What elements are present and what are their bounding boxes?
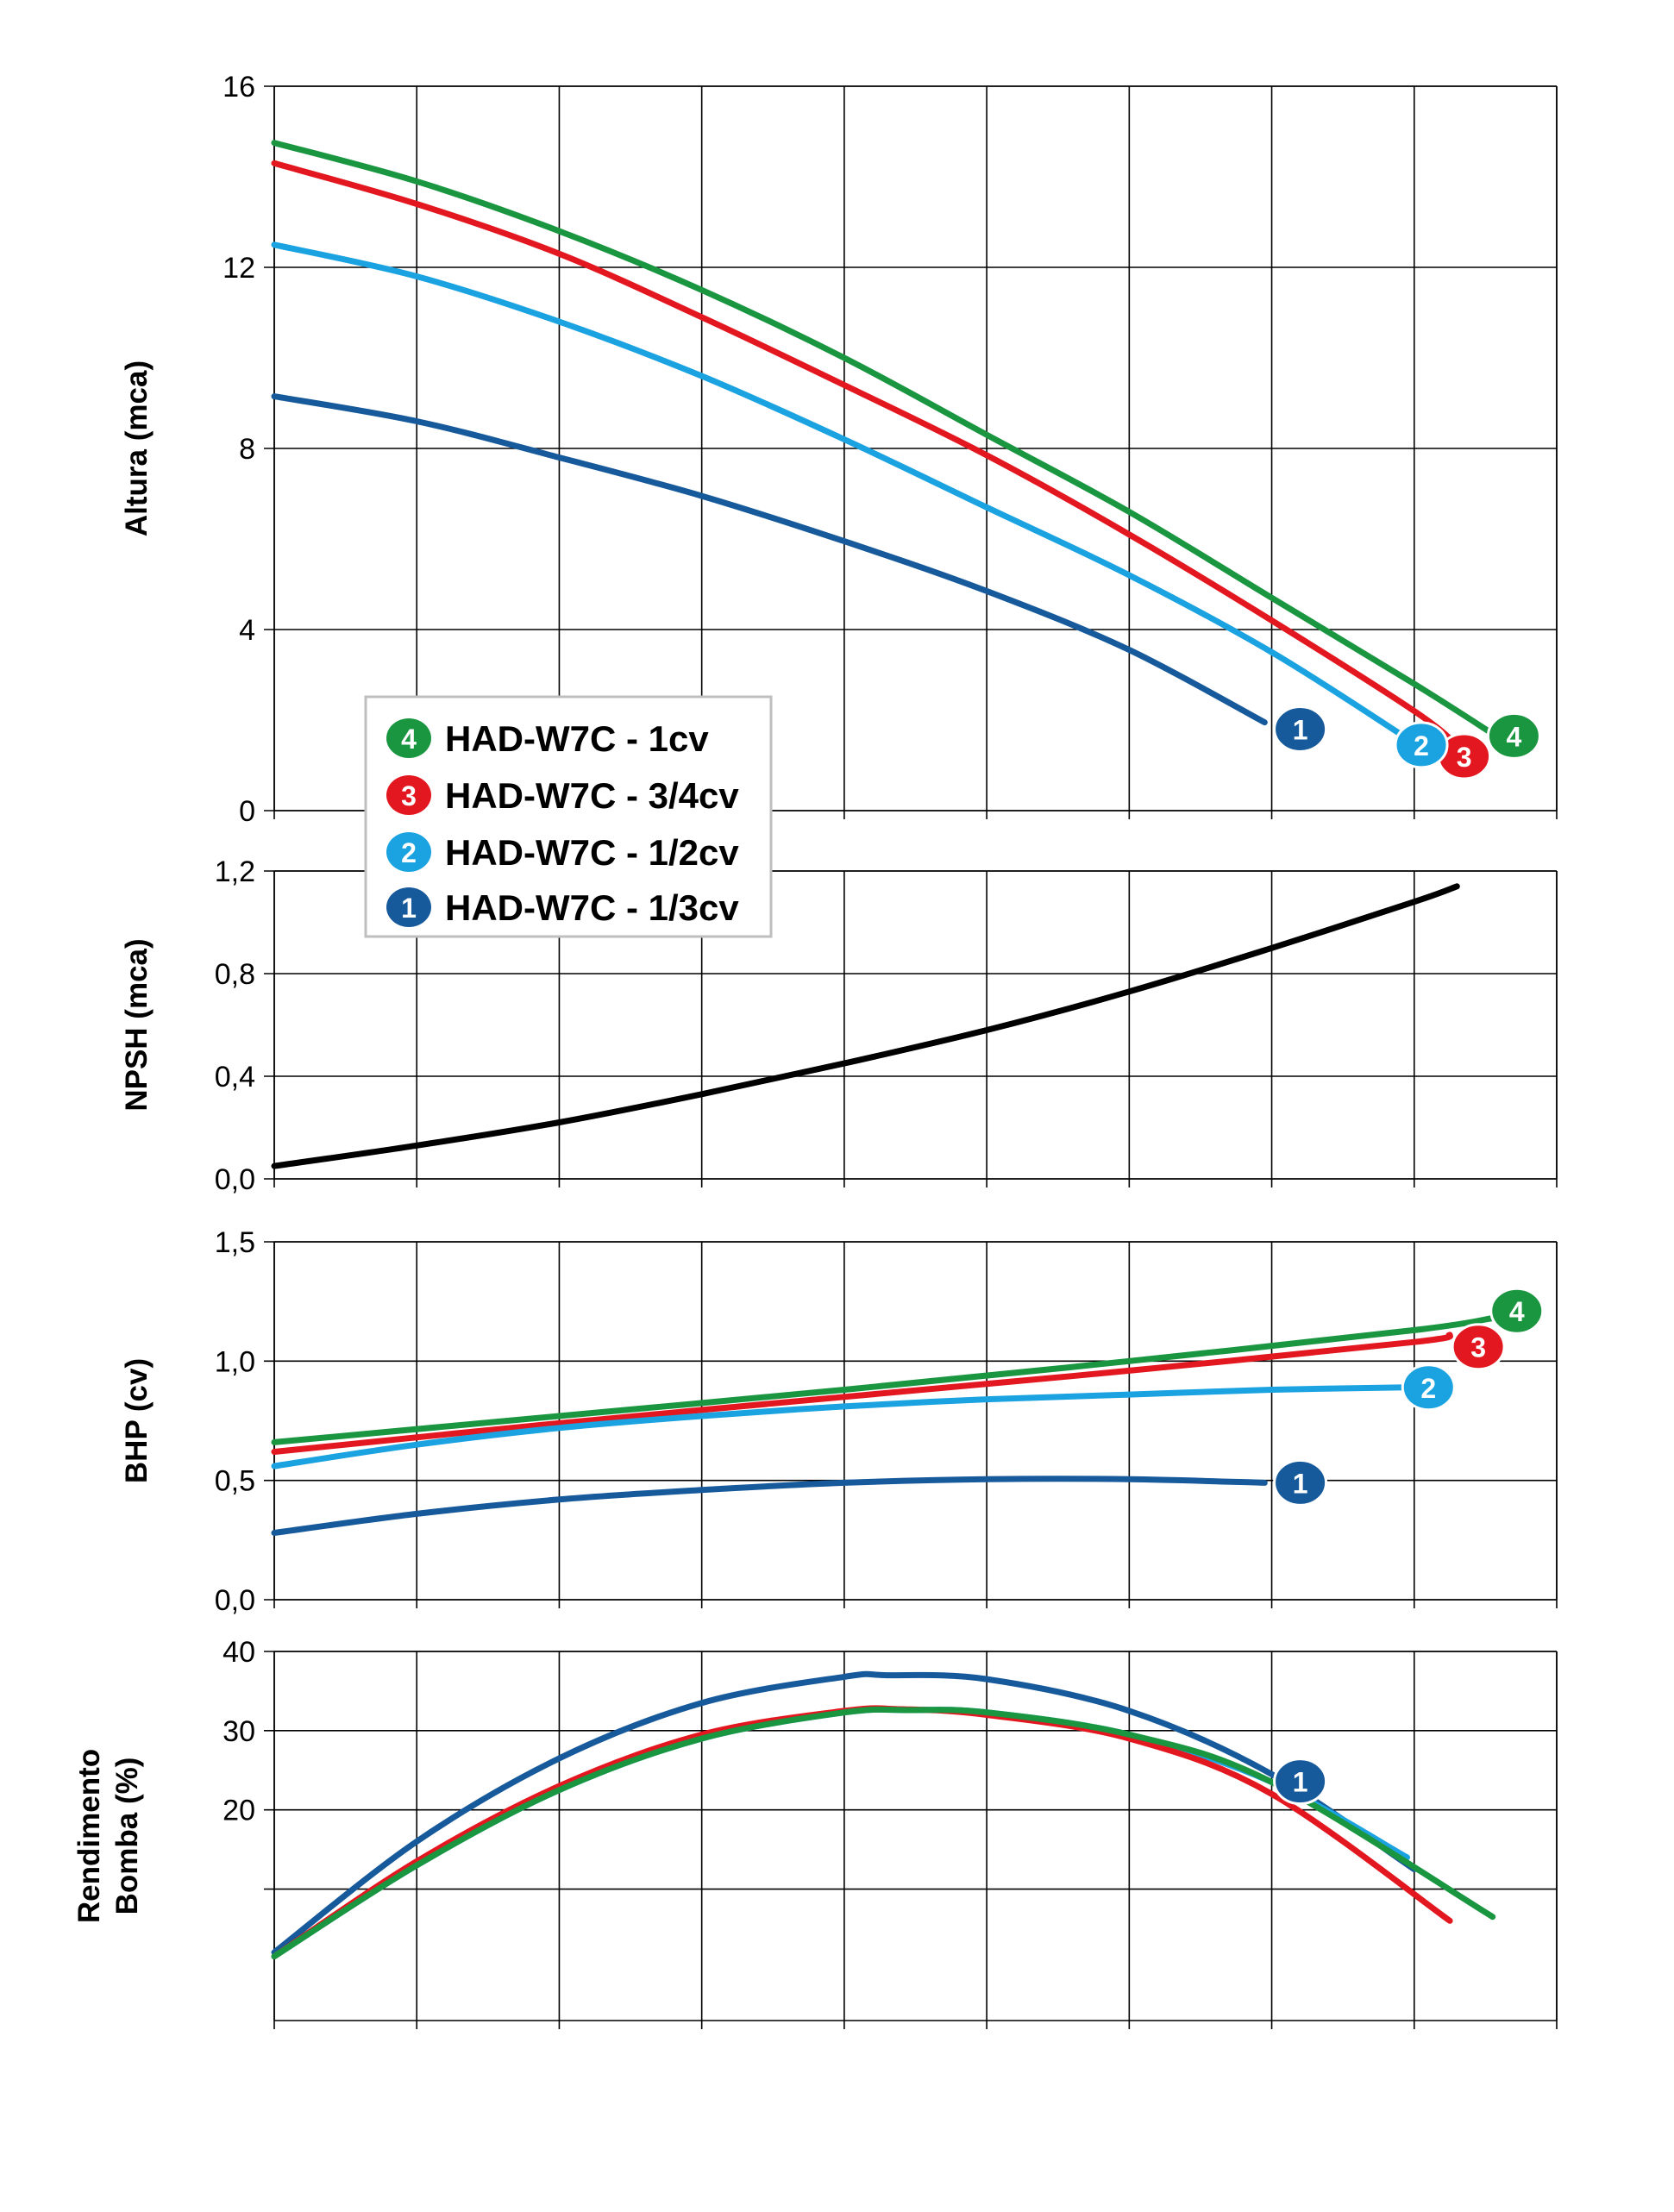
series-badge: 1	[1273, 1758, 1328, 1806]
y-tick-label: 20	[223, 1795, 255, 1827]
legend-label: HAD-W7C - 3/4cv	[445, 775, 739, 816]
y-tick-label: 40	[223, 1636, 255, 1669]
legend-entry: 1 HAD-W7C - 1/3cv	[386, 887, 739, 928]
legend-box	[364, 695, 773, 938]
series-line-s1	[271, 393, 1268, 726]
y-tick-label: 0,0	[215, 1163, 255, 1196]
y-tick-label: 0,5	[215, 1465, 255, 1498]
series-badge-icon	[1401, 1363, 1456, 1412]
series-badge-number: 4	[1507, 721, 1522, 752]
y-axis-label: Altura (mca)	[120, 360, 154, 536]
legend: 4 HAD-W7C - 1cv 3 HAD-W7C - 3/4cv 2 HAD-…	[364, 695, 773, 938]
series-badge-number: 2	[1414, 730, 1429, 761]
legend-entry: 3 HAD-W7C - 3/4cv	[386, 775, 739, 816]
series-badge: 1	[1273, 705, 1328, 753]
y-tick-label: 0	[239, 795, 255, 828]
y-tick-label: 12	[223, 252, 255, 285]
y-tick-label: 0,4	[215, 1061, 255, 1093]
legend-badge-number: 2	[401, 837, 417, 868]
y-tick-label: 4	[239, 614, 255, 647]
series-badge-number: 2	[1420, 1373, 1436, 1404]
series-badge-number: 1	[1293, 1767, 1308, 1798]
series-line-s1	[271, 1476, 1268, 1536]
y-tick-label: 0,0	[215, 1584, 255, 1617]
series-line-npsh	[271, 883, 1460, 1169]
series-line-s3	[271, 1332, 1453, 1455]
series-badge-number: 3	[1470, 1332, 1486, 1363]
y-tick-label: 16	[223, 71, 255, 103]
series-badge-icon	[1394, 721, 1449, 769]
series-badge-icon	[1451, 1323, 1506, 1371]
series-badge-icon	[1273, 705, 1328, 753]
legend-label: HAD-W7C - 1/3cv	[445, 887, 739, 928]
series-line-s4	[271, 140, 1496, 737]
legend-badge-number: 1	[401, 893, 417, 924]
legend-label: HAD-W7C - 1cv	[445, 718, 709, 759]
legend-badge-number: 3	[401, 780, 417, 811]
series-badge-number: 3	[1457, 742, 1472, 773]
legend-badge-icon	[386, 832, 431, 872]
series-line-s4	[271, 1706, 1496, 1960]
legend-badge-icon	[386, 887, 431, 927]
series-badge-icon	[1273, 1758, 1328, 1806]
series-badge: 1	[1273, 1458, 1328, 1507]
y-tick-label: 1,2	[215, 855, 255, 888]
series-badge: 2	[1401, 1363, 1456, 1412]
series-line-s2	[271, 241, 1403, 737]
series-line-s3	[271, 160, 1460, 749]
legend-badge-icon	[386, 718, 431, 758]
series-badge-number: 1	[1293, 1468, 1308, 1499]
y-tick-label: 8	[239, 433, 255, 466]
series-badge: 2	[1394, 721, 1449, 769]
series-badge: 3	[1437, 732, 1492, 780]
legend-entry: 4 HAD-W7C - 1cv	[386, 718, 709, 759]
panel-npsh: 0,0 0,4 0,8 1,2 NPSH (mca)	[120, 855, 1558, 1196]
series-badge-number: 1	[1293, 715, 1308, 746]
series-line-s2	[271, 1384, 1410, 1469]
y-axis-label: NPSH (mca)	[120, 938, 154, 1111]
series-badge: 3	[1451, 1323, 1506, 1371]
panel-rendimento: 20 30 40 Rendimento Bomba (%) 1	[72, 1636, 1558, 2029]
legend-label: HAD-W7C - 1/2cv	[445, 832, 739, 873]
y-axis-label: BHP (cv)	[120, 1358, 154, 1483]
y-tick-label: 0,8	[215, 958, 255, 991]
y-tick-label: 1,0	[215, 1345, 255, 1378]
y-tick-label: 1,5	[215, 1226, 255, 1259]
series-badge-icon	[1489, 1287, 1545, 1335]
legend-badge-icon	[386, 775, 431, 815]
series-line-s4	[271, 1315, 1496, 1445]
series-badge-number: 4	[1509, 1296, 1525, 1327]
legend-badge-number: 4	[401, 724, 417, 755]
series-badge: 4	[1489, 1287, 1545, 1335]
y-tick-label: 30	[223, 1715, 255, 1748]
series-badge-icon	[1486, 711, 1541, 760]
legend-entry: 2 HAD-W7C - 1/2cv	[386, 832, 739, 873]
y-axis-label: Rendimento Bomba (%)	[72, 1749, 144, 1923]
series-badge: 4	[1486, 711, 1541, 760]
panel-bhp: 0,0 0,5 1,0 1,5 BHP (cv) 43 2 1	[120, 1226, 1558, 1617]
series-line-s1	[271, 1670, 1418, 1956]
series-badge-icon	[1273, 1458, 1328, 1507]
